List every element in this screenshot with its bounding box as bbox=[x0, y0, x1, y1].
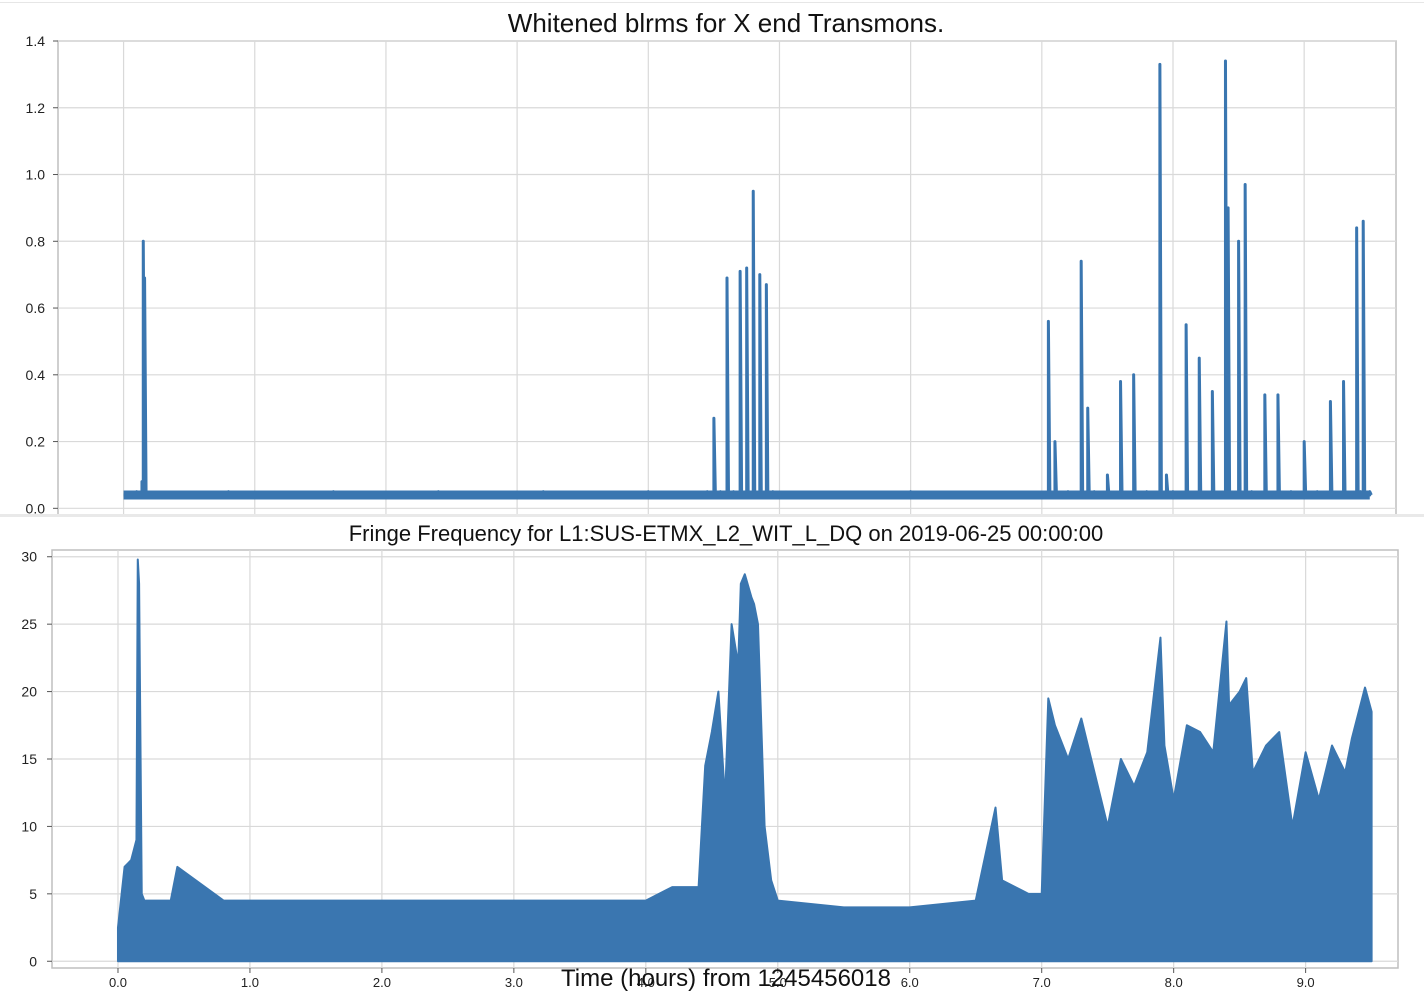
x-tick-label: 7.0 bbox=[1033, 975, 1051, 990]
series-area-path bbox=[116, 558, 1373, 963]
y-tick-label: 15 bbox=[21, 751, 37, 767]
series-area bbox=[116, 558, 1373, 963]
whitened-blrms-chart: 0.0 0.2 0.4 0.6 0.8 1.0 1.2 1.4 Whitened blrms … bbox=[26, 8, 1397, 516]
y-tick-label: 30 bbox=[21, 549, 37, 565]
y-tick-label: 0.0 bbox=[26, 500, 46, 516]
series-line bbox=[123, 59, 1373, 500]
x-tick-label: 5.0 bbox=[769, 975, 787, 990]
chart-title: Fringe Frequency for L1:SUS-ETMX_L2_WIT_… bbox=[349, 521, 1104, 546]
fringe-frequency-chart: Fringe Frequency for L1:SUS-ETMX_L2_WIT_… bbox=[21, 521, 1399, 992]
y-tick-label: 0.4 bbox=[26, 367, 46, 383]
y-tick-label: 1.4 bbox=[26, 33, 46, 49]
y-tick-label: 0.2 bbox=[26, 434, 46, 450]
top-chart-panel: 0.0 0.2 0.4 0.6 0.8 1.0 1.2 1.4 Whitened blrms … bbox=[0, 2, 1424, 516]
y-tick-labels: 0.0 0.2 0.4 0.6 0.8 1.0 1.2 1.4 bbox=[26, 33, 1305, 516]
panel-separator bbox=[0, 514, 1424, 517]
x-tick-label: 6.0 bbox=[901, 975, 919, 990]
chart-title: Whitened blrms for X end Transmons. bbox=[508, 8, 944, 38]
grid-lines bbox=[58, 40, 1396, 515]
x-tick-label: 9.0 bbox=[1297, 975, 1315, 990]
y-tick-label: 1.0 bbox=[26, 167, 46, 183]
y-tick-label: 5 bbox=[29, 886, 37, 902]
y-tick-label: 20 bbox=[21, 684, 37, 700]
x-tick-label: 4.0 bbox=[637, 975, 655, 990]
y-tick-labels: 0 5 10 15 20 25 30 bbox=[21, 549, 52, 969]
bottom-chart-panel: Fringe Frequency for L1:SUS-ETMX_L2_WIT_… bbox=[0, 516, 1424, 1008]
x-tick-label: 1.0 bbox=[241, 975, 259, 990]
y-tick-label: 10 bbox=[21, 818, 37, 834]
x-axis-label: Time (hours) from 1245456018 bbox=[561, 965, 891, 992]
y-tick-label: 1.2 bbox=[26, 100, 46, 116]
x-tick-label: 2.0 bbox=[373, 975, 391, 990]
x-tick-label: 0.0 bbox=[109, 975, 127, 990]
x-tick-label: 3.0 bbox=[505, 975, 523, 990]
y-tick-label: 0.8 bbox=[26, 233, 46, 249]
y-tick-label: 0.6 bbox=[26, 300, 46, 316]
x-tick-label: 8.0 bbox=[1165, 975, 1183, 990]
y-tick-label: 25 bbox=[21, 616, 37, 632]
x-tick-labels: 0.0 1.0 2.0 3.0 4.0 5.0 6.0 7.0 8.0 9.0 bbox=[109, 968, 1315, 990]
y-tick-label: 0 bbox=[29, 953, 37, 969]
